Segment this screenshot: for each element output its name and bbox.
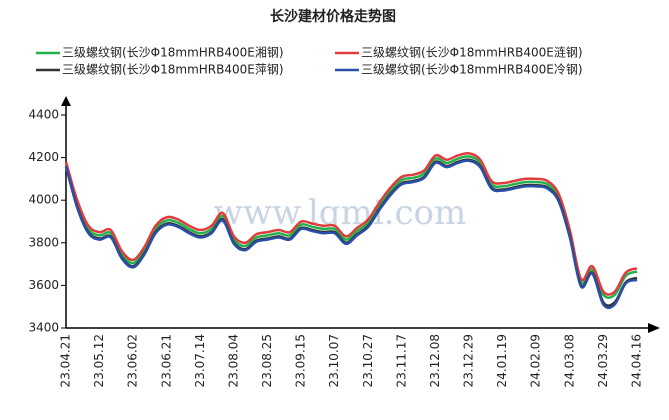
x-tick-label: 23.04.21: [59, 334, 73, 387]
x-tick-label: 23.12.08: [428, 334, 442, 387]
x-tick-label: 23.08.04: [226, 334, 240, 387]
legend-label: 三级螺纹钢(长沙Φ18mmHRB400E涟钢): [361, 45, 583, 60]
x-tick-label: 23.12.29: [462, 334, 476, 387]
legend-label: 三级螺纹钢(长沙Φ18mmHRB400E冷钢): [361, 63, 583, 77]
y-tick-label: 3600: [28, 278, 59, 292]
x-tick-label: 23.06.02: [126, 334, 140, 387]
x-axis-arrow: [648, 323, 660, 333]
line-series: [64, 151, 638, 296]
x-tick-label: 23.10.27: [361, 334, 375, 387]
y-tick-label: 3800: [28, 235, 59, 249]
x-tick-label: 24.01.19: [495, 334, 509, 387]
watermark: www.lgmi.com: [214, 193, 466, 233]
y-axis-arrow: [61, 96, 71, 106]
x-tick-label: 23.10.07: [327, 334, 341, 387]
x-tick-label: 23.08.25: [260, 334, 274, 387]
x-tick-label: 24.03.08: [562, 334, 576, 387]
legend-label: 三级螺纹钢(长沙Φ18mmHRB400E湘钢): [62, 45, 284, 60]
x-tick-label: 23.11.17: [394, 334, 408, 387]
line-series: [64, 155, 638, 300]
x-tick-label: 23.06.21: [159, 334, 173, 387]
x-tick-label: 24.04.16: [630, 334, 644, 387]
x-tick-label: 23.09.15: [294, 334, 308, 387]
x-tick-label: 24.02.09: [529, 334, 543, 387]
x-tick-label: 23.07.14: [193, 334, 207, 387]
y-tick-label: 3400: [28, 321, 59, 335]
legend-label: 三级螺纹钢(长沙Φ18mmHRB400E萍钢): [62, 63, 284, 77]
x-tick-label: 24.03.29: [596, 334, 610, 387]
y-tick-label: 4000: [28, 193, 59, 207]
chart-title: 长沙建材价格走势图: [270, 8, 396, 25]
x-tick-label: 23.05.12: [92, 334, 106, 387]
line-series: [64, 159, 638, 310]
y-tick-label: 4200: [28, 150, 59, 164]
y-tick-label: 4400: [28, 108, 59, 122]
